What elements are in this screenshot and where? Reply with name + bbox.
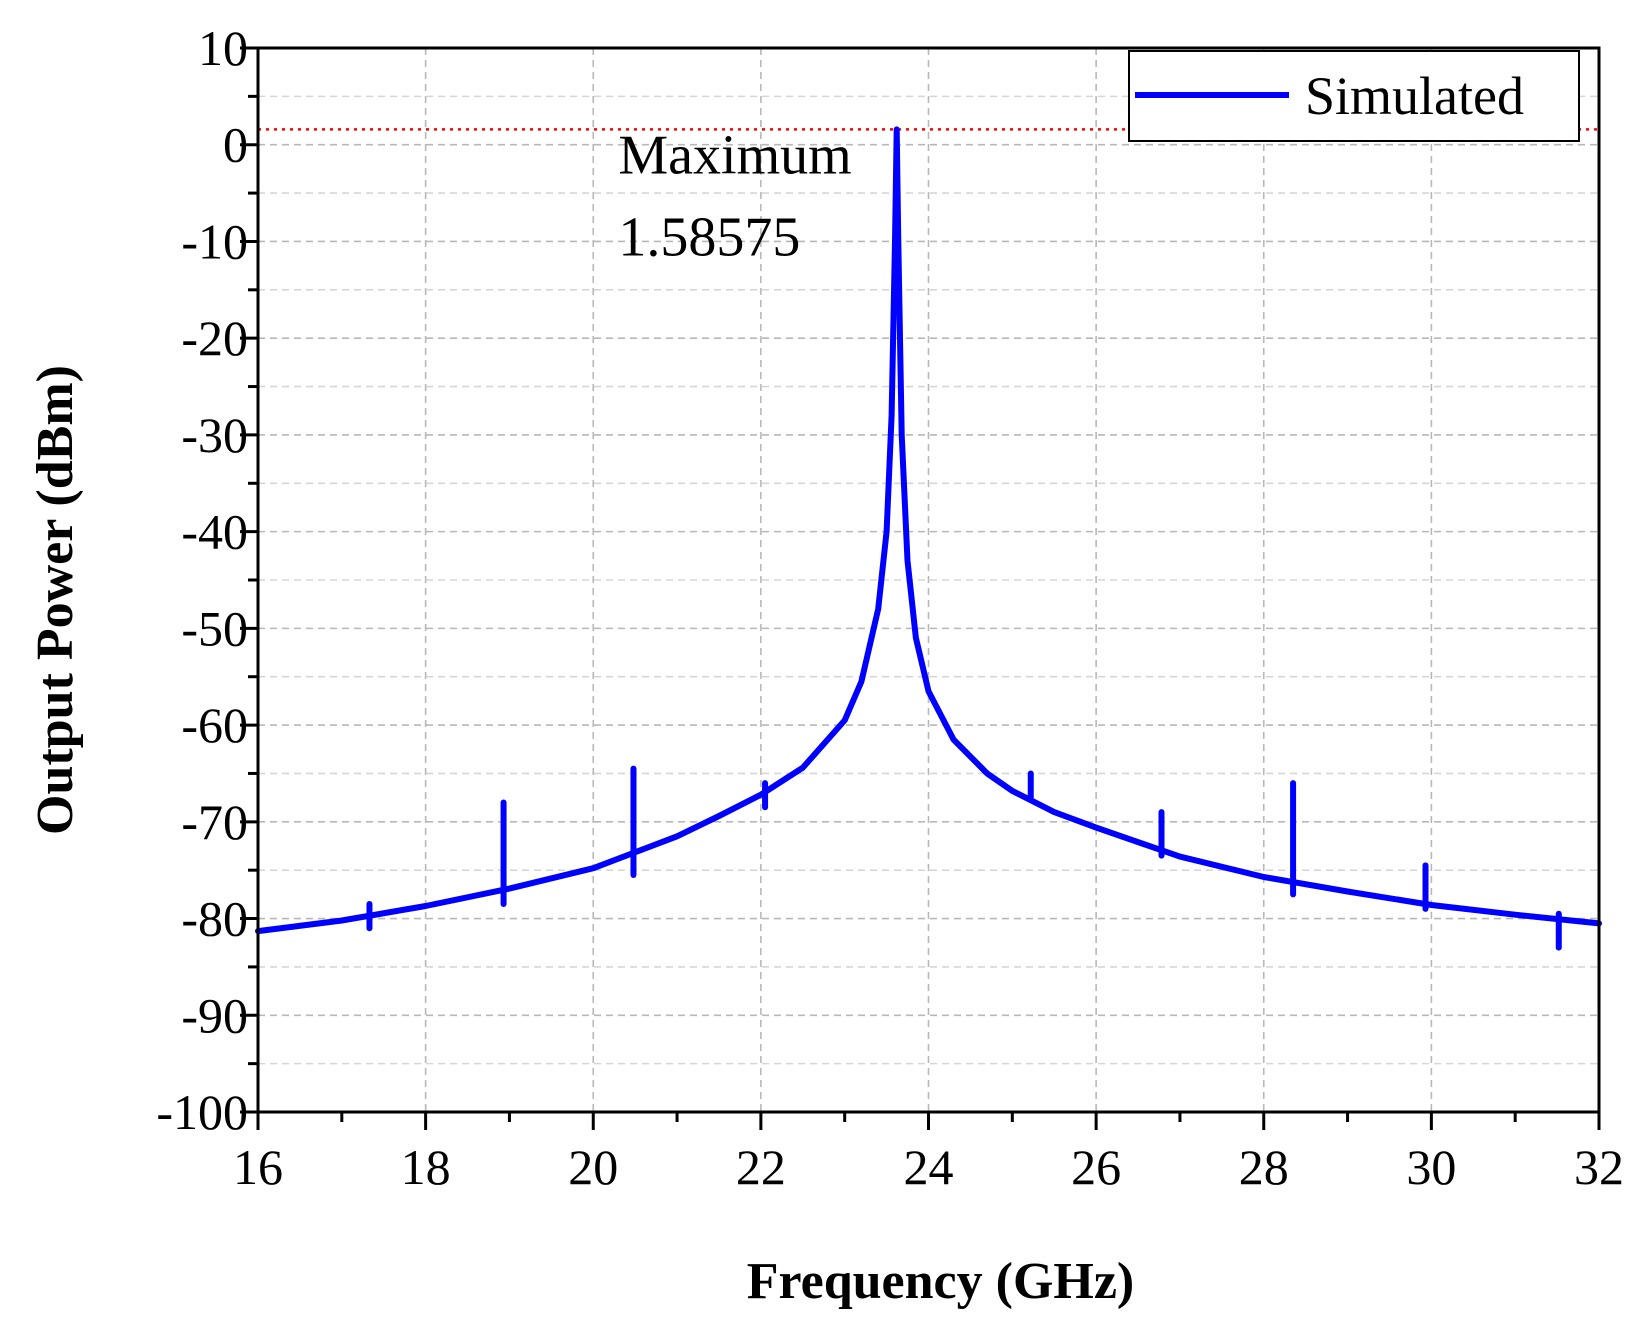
series-group [255,126,1602,951]
y-tick-label: -60 [181,697,248,753]
y-tick-label: -20 [181,310,248,366]
legend-label-simulated: Simulated [1305,66,1524,126]
y-tick-label: -100 [156,1084,248,1140]
x-tick-label: 20 [568,1139,618,1195]
y-tick-label: -10 [181,213,248,269]
y-tick-label: -40 [181,504,248,560]
tick-labels: 16 18 20 22 24 26 28 30 32 10 0 -10 -20 -30 -40 -50 -60 -… [156,20,1624,1195]
y-tick-label: -80 [181,891,248,947]
x-tick-label: 32 [1574,1139,1624,1195]
y-tick-label: -90 [181,987,248,1043]
annotation-maximum-value: 1.58575 [618,207,800,269]
x-tick-label: 22 [736,1139,786,1195]
legend: Simulated [1128,50,1580,142]
x-tick-label: 30 [1406,1139,1456,1195]
y-tick-label: -70 [181,794,248,850]
y-axis-title: Output Power (dBm) [27,365,84,835]
y-tick-label: 0 [223,117,248,173]
x-tick-label: 26 [1071,1139,1121,1195]
x-tick-label: 28 [1239,1139,1289,1195]
y-tick-label: -30 [181,407,248,463]
y-tick-label: 10 [198,20,248,76]
annotation-maximum-label: Maximum [618,125,851,187]
x-tick-label: 24 [904,1139,954,1195]
series-line-simulated [255,126,1602,935]
grid [258,48,1599,1112]
x-tick-label: 16 [233,1139,283,1195]
x-tick-label: 18 [401,1139,451,1195]
ticks [240,46,1601,1130]
y-tick-label: -50 [181,600,248,656]
x-axis-title: Frequency (GHz) [747,1253,1135,1310]
